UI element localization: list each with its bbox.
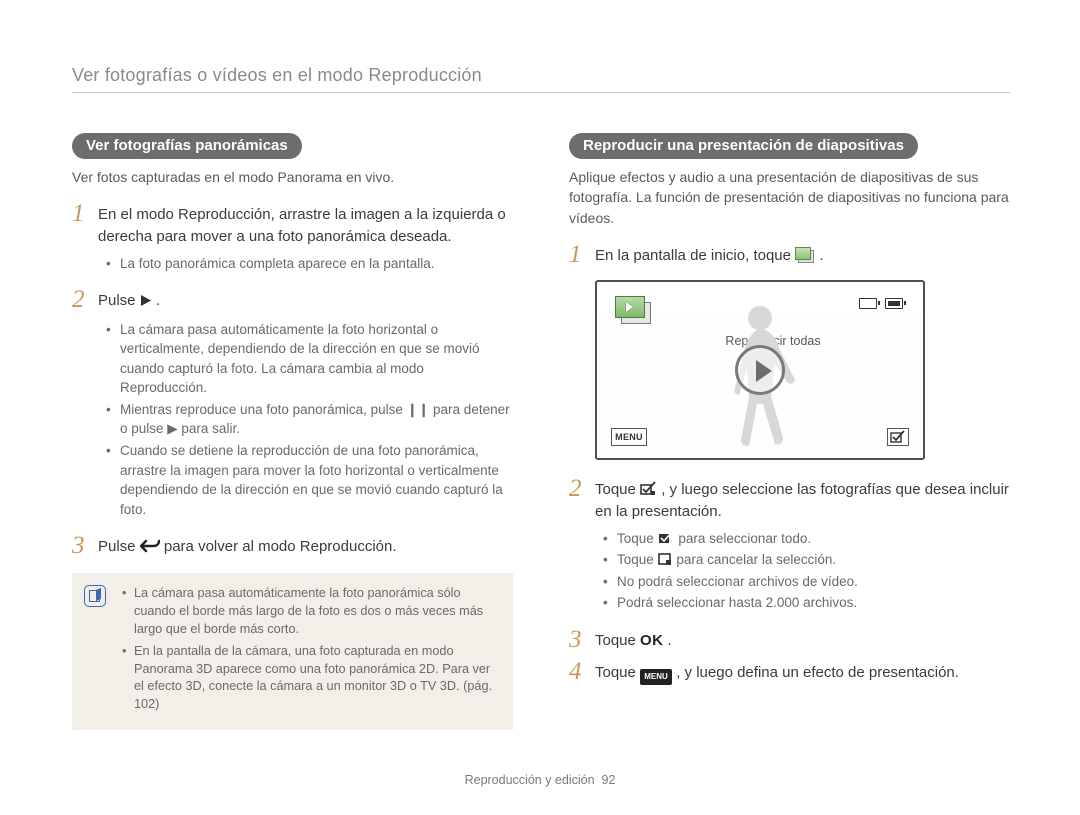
step-text: En la pantalla de inicio, toque . — [595, 242, 824, 267]
bullet: Toque para cancelar la selección. — [603, 550, 1010, 570]
step-number: 1 — [569, 242, 595, 268]
step1-bullets: La foto panorámica completa aparece en l… — [72, 254, 513, 274]
bullet: La cámara pasa automáticamente la foto h… — [106, 320, 513, 398]
camera-screen-mock: Reproducir todas MENU — [595, 280, 925, 460]
checkbox-icon — [887, 428, 909, 446]
step-text: Toque MENU , y luego defina un efecto de… — [595, 659, 959, 685]
section-pill-slideshow: Reproducir una presentación de diapositi… — [569, 133, 918, 159]
left-column: Ver fotografías panorámicas Ver fotos ca… — [72, 133, 513, 730]
gallery-play-icon — [795, 247, 815, 263]
step-number: 2 — [569, 476, 595, 502]
step-1: 1 En la pantalla de inicio, toque . — [569, 242, 1010, 268]
bullet: La foto panorámica completa aparece en l… — [106, 254, 513, 274]
bullet: Toque para seleccionar todo. — [603, 529, 1010, 549]
step-1: 1 En el modo Reproducción, arrastre la i… — [72, 201, 513, 248]
return-icon — [140, 539, 160, 553]
intro-text: Aplique efectos y audio a una presentaci… — [569, 167, 1010, 228]
step-text: Pulse . — [98, 287, 160, 312]
footer-page-number: 92 — [602, 773, 616, 787]
menu-inline-icon: MENU — [640, 669, 672, 685]
note-list: La cámara pasa automáticamente la foto p… — [122, 585, 497, 713]
step-text: Pulse para volver al modo Reproducción. — [98, 533, 397, 558]
play-button-icon — [735, 345, 785, 395]
step-3: 3 Pulse para volver al modo Reproducción… — [72, 533, 513, 559]
select-all-icon — [658, 531, 675, 545]
step2-bullets: Toque para seleccionar todo. Toque para … — [569, 529, 1010, 613]
step-2: 2 Pulse . — [72, 287, 513, 313]
bullet: No podrá seleccionar archivos de vídeo. — [603, 572, 1010, 592]
header-divider — [72, 92, 1010, 93]
menu-button-icon: MENU — [611, 428, 647, 446]
section-pill-panorama: Ver fotografías panorámicas — [72, 133, 302, 159]
bullet: Podrá seleccionar hasta 2.000 archivos. — [603, 593, 1010, 613]
step-number: 3 — [569, 627, 595, 653]
battery-icon — [859, 298, 877, 309]
intro-text: Ver fotos capturadas en el modo Panorama… — [72, 167, 513, 187]
manual-page: Ver fotografías o vídeos en el modo Repr… — [0, 0, 1080, 815]
page-footer: Reproducción y edición 92 — [0, 773, 1080, 787]
note-icon — [84, 585, 106, 607]
thumbnail-stack-icon — [615, 296, 653, 326]
step-2: 2 Toque , y luego seleccione las fotogra… — [569, 476, 1010, 523]
step-3: 3 Toque OK . — [569, 627, 1010, 653]
checkbox-icon — [640, 481, 657, 496]
step-text: Toque OK . — [595, 627, 672, 652]
bullet: Cuando se detiene la reproducción de una… — [106, 441, 513, 519]
battery-full-icon — [885, 298, 903, 309]
deselect-icon — [658, 552, 673, 566]
step-number: 4 — [569, 659, 595, 685]
page-header: Ver fotografías o vídeos en el modo Repr… — [72, 65, 1010, 86]
bullet: Mientras reproduce una foto panorámica, … — [106, 400, 513, 439]
step-text: En el modo Reproducción, arrastre la ima… — [98, 201, 513, 248]
note-item: En la pantalla de la cámara, una foto ca… — [122, 643, 497, 714]
ok-label: OK — [640, 632, 663, 649]
step-text: Toque , y luego seleccione las fotografí… — [595, 476, 1010, 523]
note-box: La cámara pasa automáticamente la foto p… — [72, 573, 513, 729]
two-column-layout: Ver fotografías panorámicas Ver fotos ca… — [72, 133, 1010, 730]
footer-section: Reproducción y edición — [465, 773, 595, 787]
note-item: La cámara pasa automáticamente la foto p… — [122, 585, 497, 638]
step-number: 3 — [72, 533, 98, 559]
right-column: Reproducir una presentación de diapositi… — [569, 133, 1010, 730]
step-number: 2 — [72, 287, 98, 313]
step2-bullets: La cámara pasa automáticamente la foto h… — [72, 320, 513, 520]
step-4: 4 Toque MENU , y luego defina un efecto … — [569, 659, 1010, 685]
play-right-icon — [140, 294, 152, 307]
step-number: 1 — [72, 201, 98, 227]
